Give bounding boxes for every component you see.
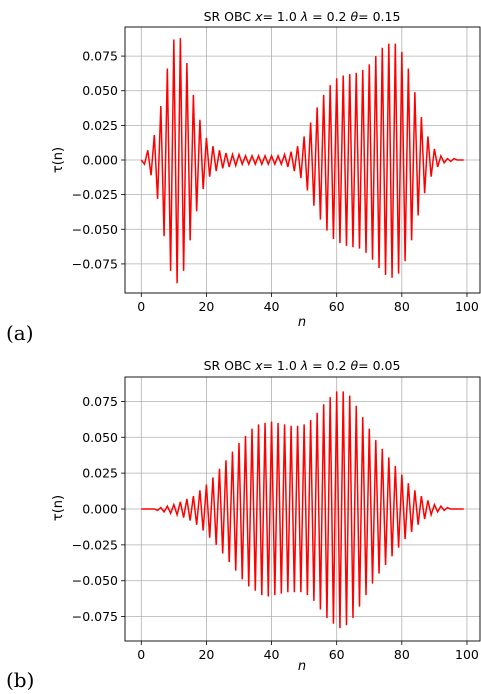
panel-b: SR OBC x= 1.0 λ = 0.2 θ= 0.05 0 20 40 60 80 1… (6, 358, 481, 692)
y-tick-label: 0.000 (82, 502, 118, 517)
y-tick-label: −0.025 (72, 537, 118, 552)
y-tick-label: 0.025 (82, 118, 118, 133)
y-axis-label: τ(n) (51, 495, 66, 521)
panel-a: SR OBC x= 1.0 λ = 0.2 θ= 0.15 0 20 40 60 80 1… (6, 9, 481, 345)
y-tick-label: 0.075 (82, 394, 118, 409)
chart-title: SR OBC x= 1.0 λ = 0.2 θ= 0.05 (204, 358, 401, 373)
y-tick-label: −0.050 (72, 573, 118, 588)
x-tick-label: 80 (394, 299, 410, 314)
chart-title: SR OBC x= 1.0 λ = 0.2 θ= 0.15 (204, 9, 401, 24)
y-tick-label: 0.050 (82, 83, 118, 98)
x-tick-label: 20 (198, 299, 214, 314)
y-tick-label: 0.075 (82, 49, 118, 64)
panel-label: (a) (6, 321, 34, 345)
x-tick-label: 20 (198, 647, 214, 662)
y-axis-label: τ(n) (51, 147, 66, 173)
y-tick-label: −0.025 (72, 187, 118, 202)
y-tick-label: 0.025 (82, 466, 118, 481)
panel-label: (b) (6, 668, 34, 692)
y-tick-label: 0.000 (82, 153, 118, 168)
y-tick-label: −0.050 (72, 222, 118, 237)
x-tick-label: 40 (264, 647, 280, 662)
x-tick-label: 0 (137, 647, 145, 662)
x-tick-label: 60 (329, 299, 345, 314)
x-axis-label: n (298, 659, 306, 674)
tau-series-line (141, 391, 464, 629)
x-tick-label: 100 (455, 299, 479, 314)
x-axis-label: n (298, 315, 306, 330)
y-tick-label: 0.050 (82, 430, 118, 445)
y-tick-label: −0.075 (72, 609, 118, 624)
x-tick-label: 100 (455, 647, 479, 662)
x-tick-label: 0 (137, 299, 145, 314)
tau-series-line (140, 38, 464, 284)
x-tick-label: 60 (329, 647, 345, 662)
x-tick-label: 80 (394, 647, 410, 662)
x-tick-label: 40 (264, 299, 280, 314)
y-tick-label: −0.075 (72, 256, 118, 271)
